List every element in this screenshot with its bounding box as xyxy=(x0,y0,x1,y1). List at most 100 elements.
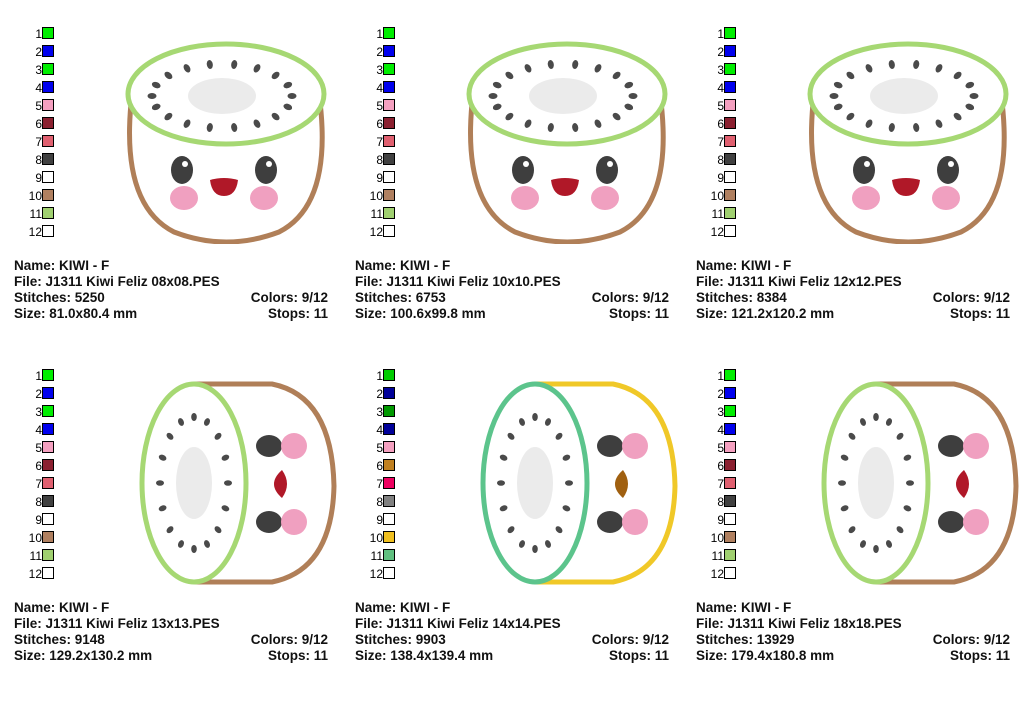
file-label: File: xyxy=(355,616,383,631)
stitches-line: Stitches: 8384 Colors: 9/12 xyxy=(696,290,1010,306)
kiwi-seed xyxy=(231,60,238,69)
color-swatch xyxy=(724,423,736,435)
color-swatch xyxy=(42,441,54,453)
color-swatch xyxy=(42,567,54,579)
color-swatch xyxy=(724,117,736,129)
name-line: Name: KIWI - F xyxy=(355,600,669,616)
color-swatch xyxy=(724,531,736,543)
palette-row: 11 xyxy=(355,206,399,224)
palette-row: 11 xyxy=(14,548,58,566)
file-label: File: xyxy=(696,274,724,289)
color-swatch xyxy=(383,459,395,471)
kiwi-seed xyxy=(283,103,293,111)
swatch-number: 2 xyxy=(35,45,42,59)
swatch-number: 3 xyxy=(35,63,42,77)
swatch-number: 9 xyxy=(35,171,42,185)
swatch-number: 4 xyxy=(35,423,42,437)
swatch-number: 6 xyxy=(35,459,42,473)
kiwi-seed xyxy=(178,418,184,426)
kiwi-seed xyxy=(896,432,904,440)
palette-row: 6 xyxy=(696,458,740,476)
color-swatch xyxy=(383,117,395,129)
kiwi-core xyxy=(529,78,597,114)
swatch-number: 10 xyxy=(710,531,724,545)
swatch-number: 1 xyxy=(717,27,724,41)
color-swatch xyxy=(724,135,736,147)
kiwi-seed xyxy=(253,119,261,128)
kiwi-seed xyxy=(505,112,514,121)
size-label: Size: xyxy=(14,648,46,663)
color-swatch xyxy=(724,99,736,111)
color-swatch xyxy=(724,225,736,237)
colors-field: Colors: 9/12 xyxy=(251,290,328,306)
color-swatch xyxy=(724,549,736,561)
kiwi-seed xyxy=(913,123,920,132)
palette-row: 11 xyxy=(14,206,58,224)
kiwi-seed xyxy=(848,526,856,534)
palette-row: 9 xyxy=(355,170,399,188)
stitch-count: 6753 xyxy=(415,290,446,305)
name-label: Name: xyxy=(355,600,397,615)
design-info: Name: KIWI - F File: J1311 Kiwi Feliz 13x… xyxy=(14,600,328,664)
swatch-number: 11 xyxy=(370,207,383,221)
left-eye xyxy=(853,156,875,184)
color-swatch xyxy=(383,99,395,111)
swatch-number: 11 xyxy=(29,549,42,563)
mouth xyxy=(551,178,579,196)
color-palette: 1 2 3 4 5 6 7 8 9 10 11 12 xyxy=(696,26,740,242)
palette-row: 7 xyxy=(14,476,58,494)
kiwi-seed xyxy=(253,64,261,73)
bottom-eye xyxy=(256,511,282,533)
stitches-line: Stitches: 13929 Colors: 9/12 xyxy=(696,632,1010,648)
color-swatch xyxy=(42,477,54,489)
color-palette: 1 2 3 4 5 6 7 8 9 10 11 12 xyxy=(696,368,740,584)
color-swatch xyxy=(724,477,736,489)
colors-field: Colors: 9/12 xyxy=(251,632,328,648)
palette-row: 6 xyxy=(355,458,399,476)
color-swatch xyxy=(42,225,54,237)
name-line: Name: KIWI - F xyxy=(355,258,669,274)
kiwi-seed xyxy=(547,123,554,132)
kiwi-seed xyxy=(164,112,173,121)
size-label: Size: xyxy=(355,306,387,321)
palette-row: 3 xyxy=(696,404,740,422)
kiwi-seed xyxy=(183,64,191,73)
design-card: 1 2 3 4 5 6 7 8 9 10 11 12 Name: KIWI - F File: J1311… xyxy=(14,0,344,330)
kiwi-seed xyxy=(221,454,230,461)
design-card: 1 2 3 4 5 6 7 8 9 10 11 12 Name: KIWI - F File: J1311… xyxy=(355,342,685,672)
swatch-number: 10 xyxy=(710,189,724,203)
design-info: Name: KIWI - F File: J1311 Kiwi Feliz 18x… xyxy=(696,600,1010,664)
palette-row: 10 xyxy=(14,188,58,206)
palette-row: 4 xyxy=(696,80,740,98)
size-value: 81.0x80.4 mm xyxy=(49,306,138,321)
stops-value: 11 xyxy=(654,306,669,321)
color-swatch xyxy=(724,405,736,417)
swatch-number: 10 xyxy=(369,531,383,545)
kiwi-seed xyxy=(507,432,515,440)
palette-row: 3 xyxy=(355,404,399,422)
file-label: File: xyxy=(355,274,383,289)
palette-row: 9 xyxy=(696,512,740,530)
file-label: File: xyxy=(14,274,42,289)
colors-label: Colors: xyxy=(250,632,298,647)
top-eye xyxy=(597,435,623,457)
right-eye xyxy=(596,156,618,184)
kiwi-artwork xyxy=(796,346,1024,586)
kiwi-seed xyxy=(624,103,634,111)
swatch-number: 6 xyxy=(35,117,42,131)
stops-field: Stops: 11 xyxy=(268,306,328,322)
stitch-count: 5250 xyxy=(74,290,105,305)
swatch-number: 12 xyxy=(369,225,383,239)
kiwi-seed xyxy=(885,418,893,426)
kiwi-seed xyxy=(499,505,508,512)
palette-row: 12 xyxy=(355,566,399,584)
kiwi-seed xyxy=(935,64,943,73)
size-label: Size: xyxy=(355,648,387,663)
kiwi-seed xyxy=(903,454,912,461)
size-value: 179.4x180.8 mm xyxy=(731,648,835,663)
top-eye xyxy=(938,435,964,457)
palette-row: 6 xyxy=(14,458,58,476)
palette-row: 10 xyxy=(355,530,399,548)
color-palette: 1 2 3 4 5 6 7 8 9 10 11 12 xyxy=(355,26,399,242)
kiwi-seed xyxy=(906,480,914,486)
